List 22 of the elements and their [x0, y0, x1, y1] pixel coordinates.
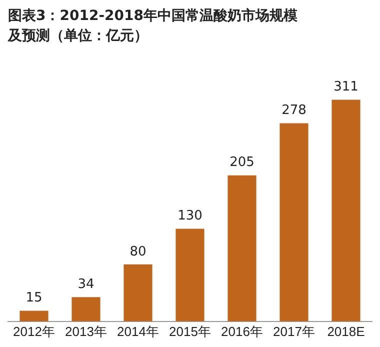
bar — [176, 228, 204, 322]
x-tick-label: 2013年 — [65, 324, 107, 339]
data-label: 130 — [178, 208, 202, 224]
data-label: 311 — [334, 80, 358, 95]
data-label: 278 — [282, 103, 306, 118]
bar — [124, 264, 152, 322]
bar — [72, 297, 100, 322]
x-tick-label: 2016年 — [221, 324, 263, 339]
data-label: 34 — [78, 277, 94, 292]
x-tick-label: 2017年 — [273, 324, 315, 339]
chart-title: 图表3：2012-2018年中国常温酸奶市场规模及预测（单位：亿元） — [8, 6, 298, 46]
bar — [20, 310, 48, 322]
x-tick-label: 2018E — [327, 324, 366, 339]
data-label: 80 — [130, 244, 146, 260]
bar — [280, 123, 308, 322]
bar — [332, 100, 360, 322]
x-tick-label: 2012年 — [13, 324, 55, 339]
data-label: 205 — [230, 155, 254, 170]
bar — [228, 175, 256, 322]
x-tick-label: 2014年 — [117, 324, 159, 339]
x-tick-label: 2015年 — [169, 324, 211, 339]
data-label: 15 — [26, 290, 42, 306]
